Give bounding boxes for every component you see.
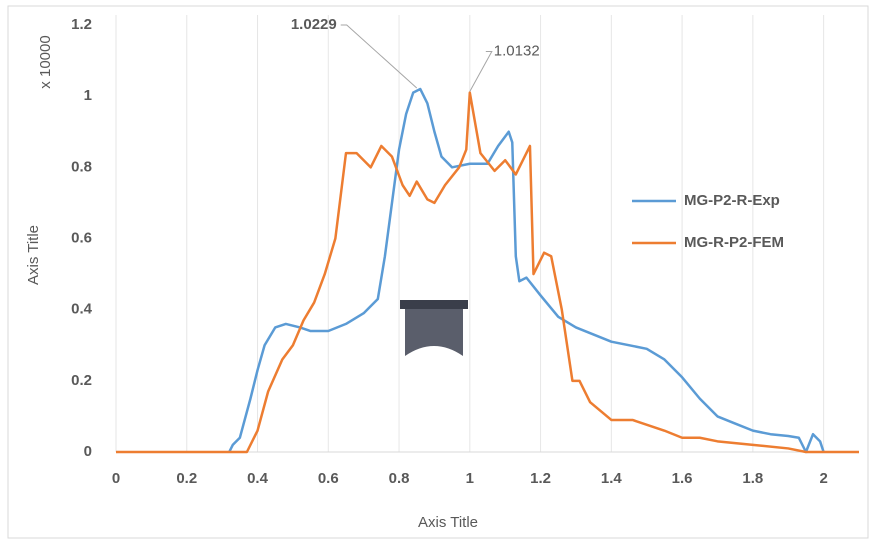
annotation-leader <box>340 24 418 89</box>
legend-label: MG-P2-R-Exp <box>684 192 780 209</box>
x-tick-label: 1.4 <box>601 470 623 487</box>
chart-border <box>7 5 869 539</box>
x-tick-label: 1.2 <box>530 470 551 487</box>
y-tick-label: 1 <box>84 87 92 104</box>
x-axis-title: Axis Title <box>418 514 478 531</box>
inset-shape <box>400 300 468 356</box>
annotation-label: 1.0229 <box>291 16 337 33</box>
x-tick-label: 1.8 <box>742 470 763 487</box>
x-tick-label: 0.4 <box>247 470 269 487</box>
x-tick-label: 1 <box>466 470 474 487</box>
shape-body <box>405 309 463 356</box>
y-axis-title: Axis Title <box>25 225 42 285</box>
annotation-label: 1.0132 <box>494 42 540 59</box>
annotation-leader <box>469 50 493 92</box>
x-tick-label: 0.8 <box>389 470 410 487</box>
x-tick-label: 0 <box>112 470 120 487</box>
y-tick-label: 0.8 <box>71 158 92 175</box>
x-tick-label: 0.6 <box>318 470 339 487</box>
x-tick-label: 0.2 <box>176 470 197 487</box>
y-tick-label: 1.2 <box>71 16 92 33</box>
data-line <box>116 91 859 454</box>
shape-top <box>400 300 468 309</box>
y-tick-label: 0 <box>84 443 92 460</box>
legend-label: MG-R-P2-FEM <box>684 234 784 251</box>
y-unit-label: x 10000 <box>37 35 54 88</box>
y-tick-label: 0.6 <box>71 229 92 246</box>
x-tick-label: 1.6 <box>672 470 693 487</box>
y-tick-label: 0.2 <box>71 372 92 389</box>
x-tick-label: 2 <box>819 470 827 487</box>
y-tick-label: 0.4 <box>71 301 93 318</box>
